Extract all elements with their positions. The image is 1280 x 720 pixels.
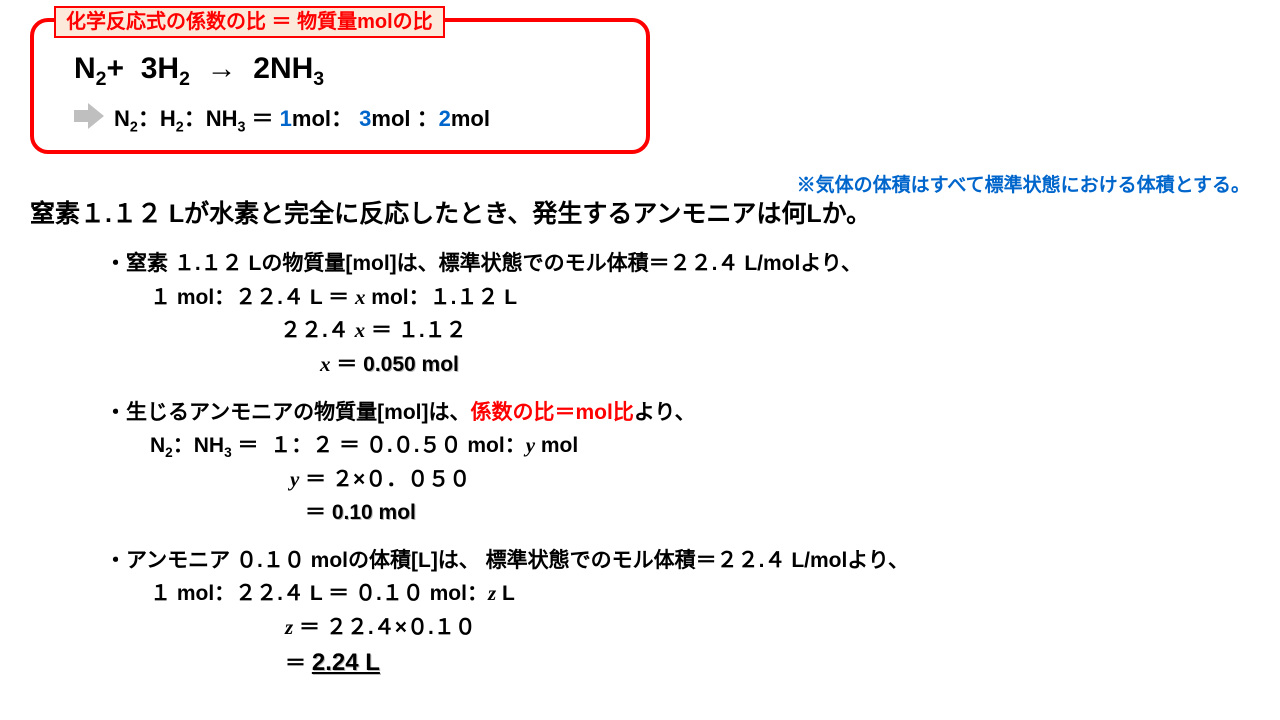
chemical-equation: N2+ 3H2 → 2NH3	[74, 52, 626, 91]
question-text: 窒素１.１２ Lが水素と完全に反応したとき、発生するアンモニアは何Lか。	[30, 194, 1250, 230]
step1-line3: ２２.４ x ＝ １.１２	[105, 314, 1250, 348]
step-2: ・生じるアンモニアの物質量[mol]は、係数の比＝mol比より、 N2：NH3 …	[105, 397, 1250, 530]
step3-line2: １ mol：２２.４ L ＝ ０.１０ mol：z L	[105, 577, 1250, 611]
step1-line1: ・窒素 １.１２ Lの物質量[mol]は、標準状態でのモル体積＝２２.４ L/m…	[105, 248, 1250, 281]
arrow-right-icon	[74, 103, 104, 134]
mole-ratio: N2：H2：NH3 ＝ 1mol： 3mol ：2mol	[114, 101, 490, 135]
step1-line2: １ mol：２２.４ L ＝ x mol：１.１２ L	[105, 281, 1250, 315]
condition-note: ※気体の体積はすべて標準状態における体積とする。	[797, 170, 1250, 197]
step3-line4: ＝ 2.24 L	[105, 644, 1250, 681]
ratio-row: N2：H2：NH3 ＝ 1mol： 3mol ：2mol	[74, 101, 626, 135]
step2-line3: y ＝ ２×０．０５０	[105, 463, 1250, 497]
step2-line1: ・生じるアンモニアの物質量[mol]は、係数の比＝mol比より、	[105, 397, 1250, 430]
step1-line4: x ＝ 0.050 mol	[105, 348, 1250, 382]
step-1: ・窒素 １.１２ Lの物質量[mol]は、標準状態でのモル体積＝２２.４ L/m…	[105, 248, 1250, 381]
step2-line4: ＝ 0.10 mol	[105, 497, 1250, 530]
box-title: 化学反応式の係数の比 ＝ 物質量molの比	[54, 6, 445, 38]
step3-line1: ・アンモニア ０.１０ molの体積[L]は、 標準状態でのモル体積＝２２.４ …	[105, 545, 1250, 578]
step3-line3: z ＝ ２２.４×０.１０	[105, 611, 1250, 645]
step-3: ・アンモニア ０.１０ molの体積[L]は、 標準状態でのモル体積＝２２.４ …	[105, 545, 1250, 682]
principle-box: 化学反応式の係数の比 ＝ 物質量molの比 N2+ 3H2 → 2NH3 N2：…	[30, 18, 650, 154]
step2-line2: N2：NH3 ＝ １：２ ＝ ０.０.５０ mol：y mol	[105, 429, 1250, 463]
